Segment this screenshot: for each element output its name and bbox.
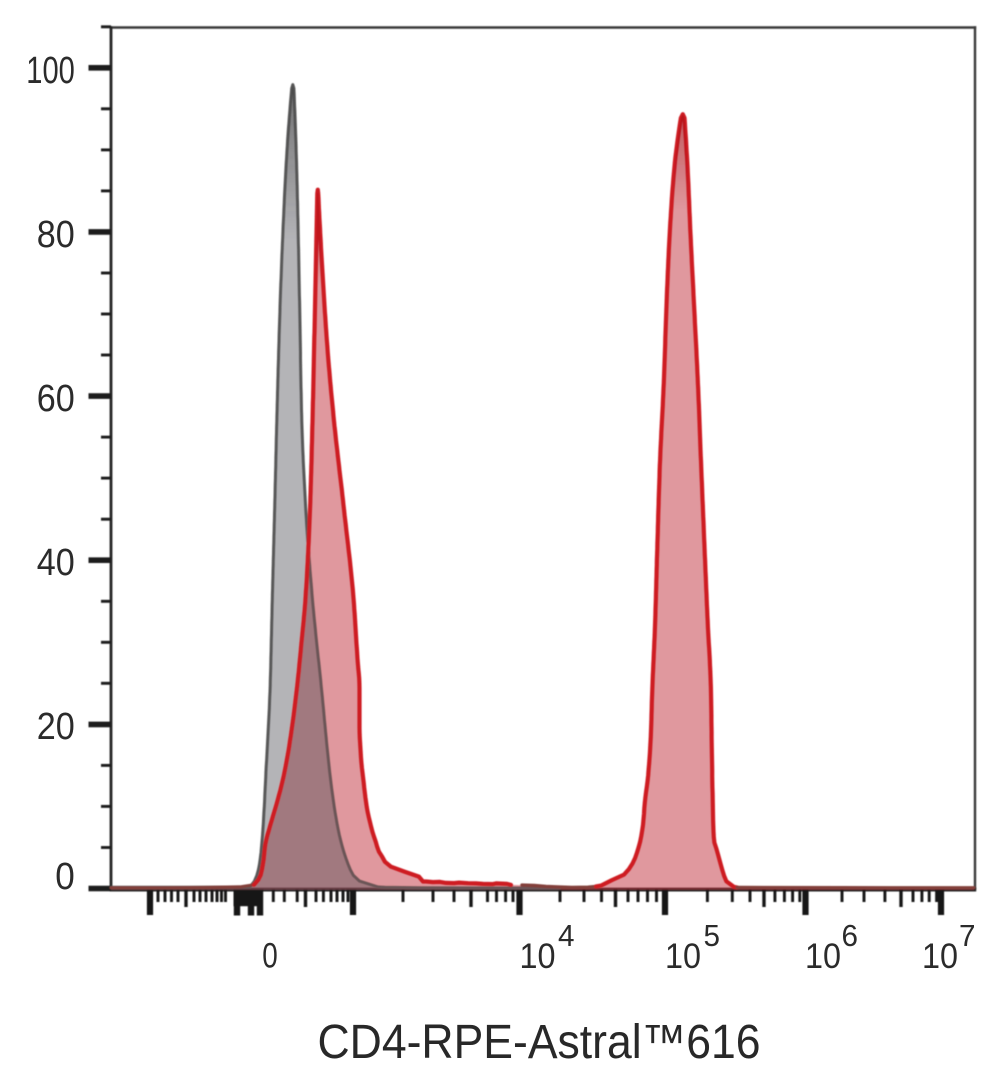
svg-text:10: 10: [520, 937, 556, 976]
svg-text:10: 10: [665, 937, 701, 976]
svg-text:40: 40: [37, 541, 75, 583]
svg-text:7: 7: [959, 918, 976, 953]
svg-text:6: 6: [842, 918, 859, 953]
svg-text:CD4-RPE-Astral™616: CD4-RPE-Astral™616: [318, 1016, 761, 1069]
svg-text:10: 10: [805, 937, 841, 976]
svg-text:80: 80: [37, 213, 75, 255]
svg-text:10: 10: [922, 937, 958, 976]
svg-text:0: 0: [55, 855, 75, 897]
svg-text:60: 60: [37, 377, 75, 419]
svg-text:5: 5: [704, 918, 721, 953]
svg-text:20: 20: [37, 705, 75, 747]
svg-text:100: 100: [26, 49, 75, 91]
svg-text:0: 0: [262, 937, 278, 976]
svg-text:4: 4: [558, 918, 575, 953]
